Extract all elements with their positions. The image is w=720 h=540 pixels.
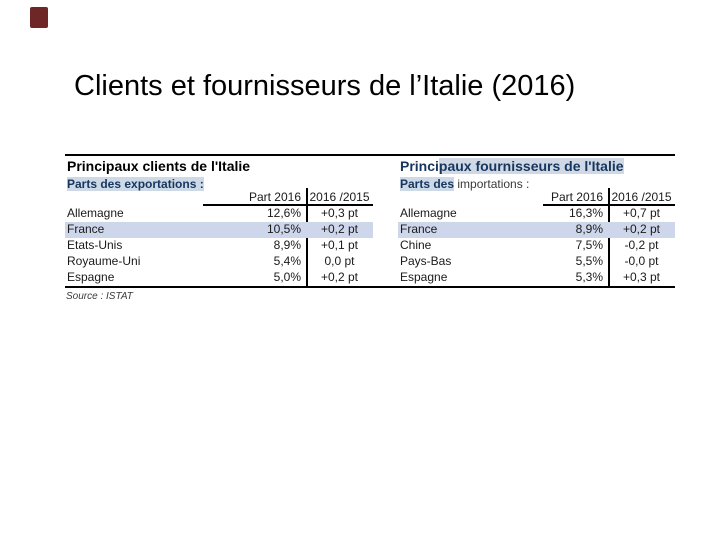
exports-table-title: Principaux clients de l'Italie: [67, 158, 250, 174]
table-row-highlighted: France 8,9% +0,2 pt: [398, 221, 675, 238]
table-row: Etats-Unis 8,9% +0,1 pt: [65, 238, 373, 254]
part-cell: 16,3%: [568, 206, 603, 220]
col-header-2016-2015: 2016 /2015: [309, 190, 370, 204]
exports-title-plain: Principaux clients de l'Italie: [67, 158, 251, 174]
part-cell: 5,5%: [575, 253, 603, 268]
exports-table: Principaux clients de l'Italie Parts des…: [65, 155, 373, 286]
country-cell: Royaume-Uni: [67, 253, 141, 268]
country-cell: Chine: [400, 237, 432, 252]
imports-title-highlight: paux fournisseurs de l'Italie: [438, 158, 624, 174]
source-note: Source : ISTAT: [66, 291, 133, 302]
table-row: Allemagne 12,6% +0,3 pt: [65, 206, 373, 222]
table-row: Pays-Bas 5,5% -0,0 pt: [398, 254, 675, 270]
country-cell: Espagne: [67, 269, 115, 284]
change-cell: +0,2 pt: [320, 221, 359, 236]
change-cell: 0,0 pt: [324, 253, 355, 268]
country-cell: Allemagne: [400, 206, 457, 220]
exports-table-subtitle: Parts des exportations :: [67, 177, 204, 191]
part-cell: 5,0%: [273, 269, 301, 284]
part-cell: 7,5%: [575, 237, 603, 252]
change-cell: +0,3 pt: [320, 206, 359, 220]
imports-table-header: Part 2016 2016 /2015: [398, 190, 675, 204]
country-cell: Pays-Bas: [400, 253, 452, 268]
imports-table-title: Principaux fournisseurs de l'Italie: [400, 158, 624, 174]
country-cell: France: [400, 221, 438, 236]
exports-subtitle-highlight: Parts des exportations :: [67, 177, 204, 191]
part-cell: 10,5%: [266, 221, 301, 236]
imports-table-rows: Allemagne 16,3% +0,7 pt France 8,9% +0,2…: [398, 206, 675, 285]
table-row: Royaume-Uni 5,4% 0,0 pt: [65, 254, 373, 270]
exports-table-header: Part 2016 2016 /2015: [65, 190, 373, 204]
table-row-highlighted: France 10,5% +0,2 pt: [65, 221, 373, 238]
part-cell: 5,3%: [575, 269, 603, 284]
table-row: Espagne 5,3% +0,3 pt: [398, 270, 675, 286]
col-header-2016-2015: 2016 /2015: [611, 190, 672, 204]
change-cell: +0,2 pt: [622, 221, 661, 236]
imports-table: Principaux fournisseurs de l'Italie Part…: [398, 155, 675, 286]
slide-title: Clients et fournisseurs de l’Italie (201…: [74, 70, 576, 102]
imports-subtitle-highlight: Parts des: [400, 177, 455, 191]
country-cell: Allemagne: [67, 206, 124, 220]
part-cell: 12,6%: [266, 206, 301, 220]
slide-corner-marker: [30, 7, 48, 28]
header-underline: [203, 204, 373, 206]
country-cell: France: [67, 221, 105, 236]
part-cell: 8,9%: [273, 237, 301, 252]
change-cell: +0,7 pt: [622, 206, 661, 220]
part-cell: 8,9%: [575, 221, 603, 236]
imports-table-subtitle: Parts des importations :: [400, 177, 529, 191]
table-row: Chine 7,5% -0,2 pt: [398, 238, 675, 254]
change-cell: +0,3 pt: [622, 269, 661, 284]
country-cell: Espagne: [400, 269, 448, 284]
change-cell: +0,1 pt: [320, 237, 359, 252]
col-header-part-2016: Part 2016: [550, 190, 603, 204]
table-row: Allemagne 16,3% +0,7 pt: [398, 206, 675, 222]
imports-subtitle-rest: importations :: [454, 177, 530, 191]
table-row: Espagne 5,0% +0,2 pt: [65, 270, 373, 286]
change-cell: -0,2 pt: [624, 237, 659, 252]
country-cell: Etats-Unis: [67, 237, 123, 252]
col-header-part-2016: Part 2016: [248, 190, 301, 204]
table-bottom-border: [65, 286, 675, 288]
change-cell: +0,2 pt: [320, 269, 359, 284]
table-top-border: [65, 154, 675, 156]
change-cell: -0,0 pt: [624, 253, 659, 268]
exports-table-rows: Allemagne 12,6% +0,3 pt France 10,5% +0,…: [65, 206, 373, 285]
part-cell: 5,4%: [273, 253, 301, 268]
imports-title-plain: Princi: [400, 158, 439, 174]
